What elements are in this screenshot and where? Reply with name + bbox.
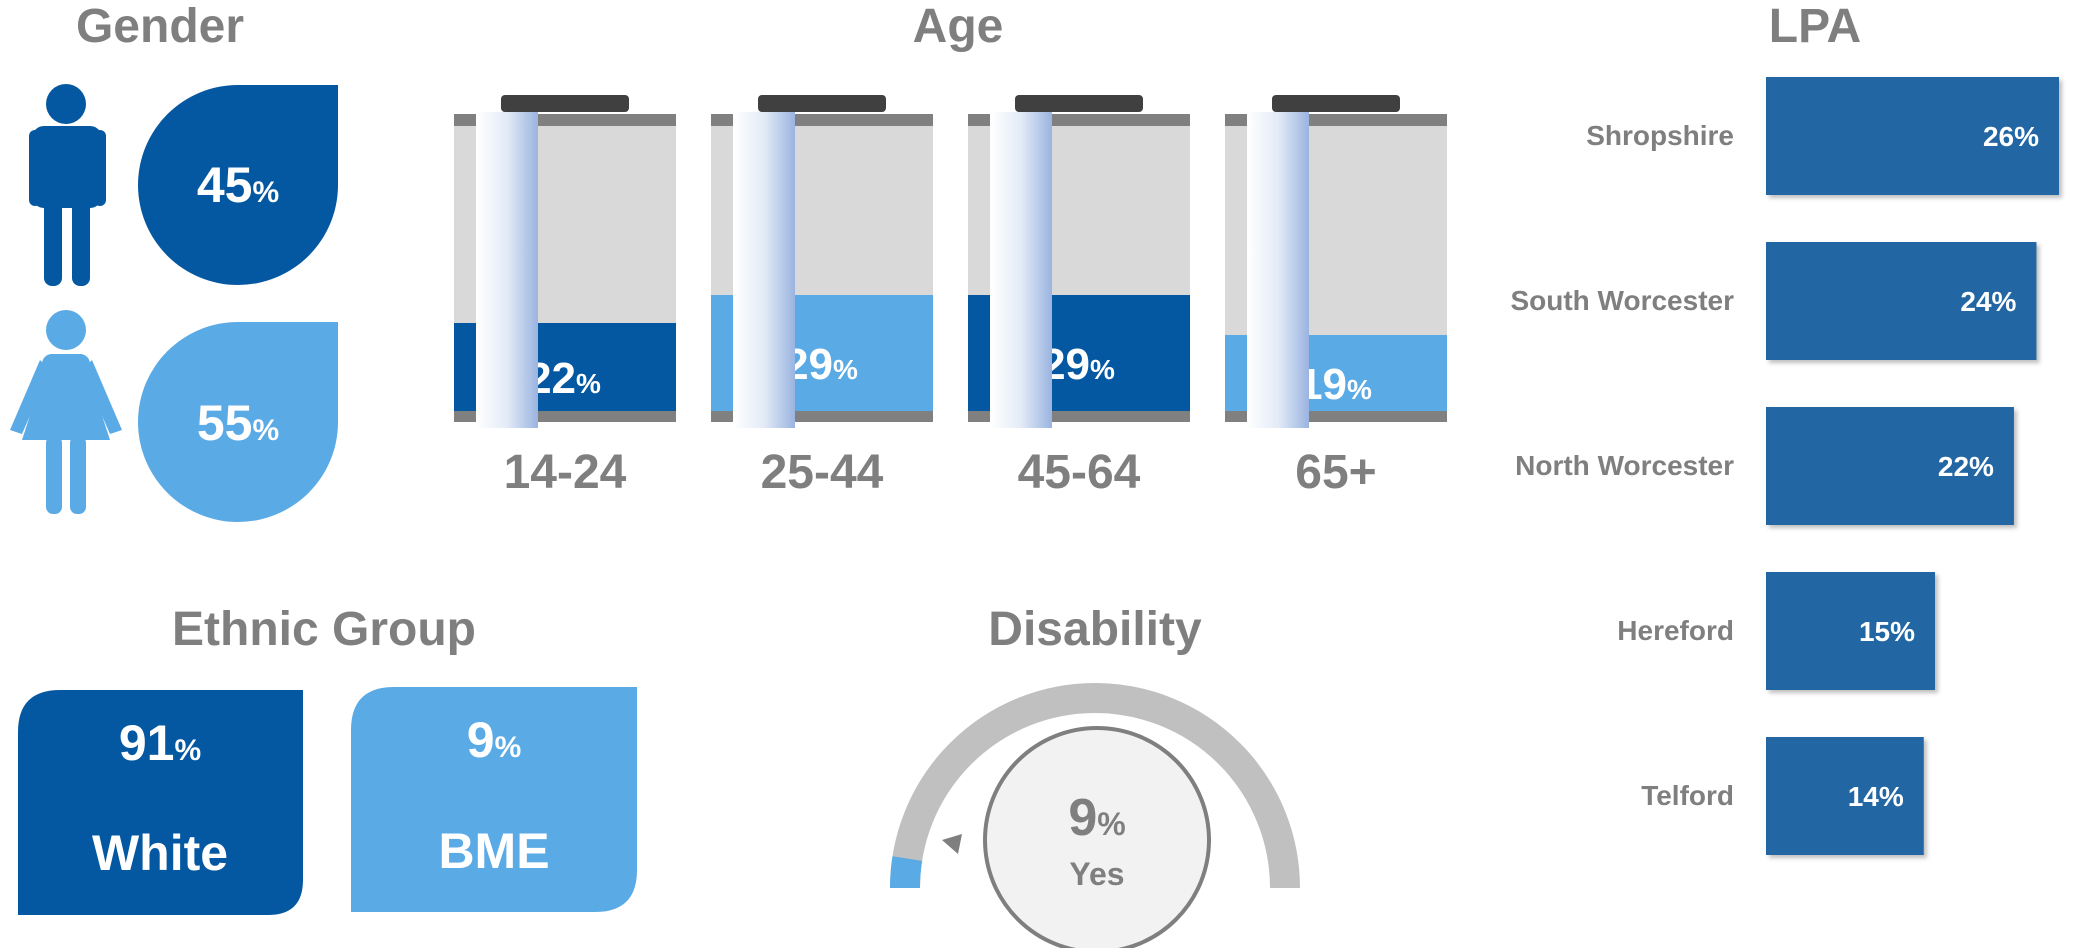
ethnic-section: Ethnic Group 91% White 9% BME bbox=[18, 603, 637, 915]
gender-title: Gender bbox=[76, 0, 244, 53]
lpa-bar bbox=[1766, 242, 2037, 360]
lpa-bars: 26% Shropshire 24% South Worcester 22% North … bbox=[1510, 77, 2059, 855]
lpa-category-label: South Worcester bbox=[1510, 285, 1734, 316]
disability-title: Disability bbox=[988, 603, 1202, 656]
battery-cap bbox=[758, 95, 886, 112]
lpa-bar bbox=[1766, 572, 1936, 690]
lpa-bar-value: 26% bbox=[1983, 121, 2039, 152]
battery-glass-highlight bbox=[733, 112, 795, 428]
age-group-label: 45-64 bbox=[1018, 446, 1141, 499]
battery-glass-highlight bbox=[990, 112, 1052, 428]
disability-percentage: 9% bbox=[1068, 789, 1125, 847]
lpa-category-label: Shropshire bbox=[1586, 120, 1734, 151]
lpa-bar-value: 24% bbox=[1960, 286, 2016, 317]
age-battery-65+: 19%65+ bbox=[1225, 95, 1447, 499]
female-percentage: 55% bbox=[197, 395, 279, 451]
lpa-row-shropshire: 26% Shropshire bbox=[1586, 77, 2059, 195]
male-drop-shape bbox=[138, 85, 338, 285]
battery-cap bbox=[1015, 95, 1143, 112]
battery-cap bbox=[501, 95, 629, 112]
disability-section: Disability 9% Yes bbox=[890, 603, 1300, 948]
male-person-icon bbox=[29, 84, 106, 286]
lpa-row-north-worcester: 22% North Worcester bbox=[1515, 407, 2014, 525]
lpa-section: LPA 26% Shropshire 24% South Worcester 22% No… bbox=[1510, 0, 2059, 855]
lpa-category-label: North Worcester bbox=[1515, 450, 1734, 481]
disability-gauge-fill bbox=[890, 856, 923, 889]
white-group-card bbox=[18, 690, 303, 915]
age-group-label: 65+ bbox=[1295, 446, 1376, 499]
age-group-label: 14-24 bbox=[504, 446, 627, 499]
ethnic-title: Ethnic Group bbox=[172, 603, 476, 656]
male-percentage: 45% bbox=[197, 157, 279, 213]
age-battery-45-64: 29%45-64 bbox=[968, 95, 1190, 499]
lpa-category-label: Hereford bbox=[1617, 615, 1734, 646]
disability-label: Yes bbox=[1069, 856, 1124, 892]
age-battery-14-24: 22%14-24 bbox=[454, 95, 676, 499]
lpa-category-label: Telford bbox=[1641, 780, 1734, 811]
white-label: White bbox=[92, 825, 228, 881]
age-group-label: 25-44 bbox=[761, 446, 884, 499]
lpa-bar-value: 22% bbox=[1938, 451, 1994, 482]
battery-cap bbox=[1272, 95, 1400, 112]
bme-percentage: 9% bbox=[467, 712, 522, 768]
lpa-bar bbox=[1766, 737, 1924, 855]
battery-glass-highlight bbox=[476, 112, 538, 428]
bme-group-card bbox=[351, 687, 637, 912]
female-drop-shape bbox=[138, 322, 338, 522]
lpa-row-telford: 14% Telford bbox=[1641, 737, 1924, 855]
age-battery-25-44: 29%25-44 bbox=[711, 95, 933, 499]
bme-label: BME bbox=[438, 823, 549, 879]
disability-center-circle bbox=[983, 726, 1211, 948]
disability-gauge-track bbox=[890, 683, 1300, 889]
lpa-bar bbox=[1766, 407, 2014, 525]
gauge-pointer-icon bbox=[942, 834, 962, 854]
lpa-row-south-worcester: 24% South Worcester bbox=[1510, 242, 2037, 360]
lpa-bar-value: 15% bbox=[1859, 616, 1915, 647]
female-person-icon bbox=[10, 310, 122, 514]
battery-glass-highlight bbox=[1247, 112, 1309, 428]
age-title: Age bbox=[913, 0, 1004, 53]
lpa-bar-value: 14% bbox=[1848, 781, 1904, 812]
lpa-bar bbox=[1766, 77, 2059, 195]
lpa-row-hereford: 15% Hereford bbox=[1617, 572, 1936, 690]
white-percentage: 91% bbox=[119, 715, 201, 771]
gender-section: Gender 45% 55% bbox=[10, 0, 338, 522]
lpa-title: LPA bbox=[1769, 0, 1861, 53]
